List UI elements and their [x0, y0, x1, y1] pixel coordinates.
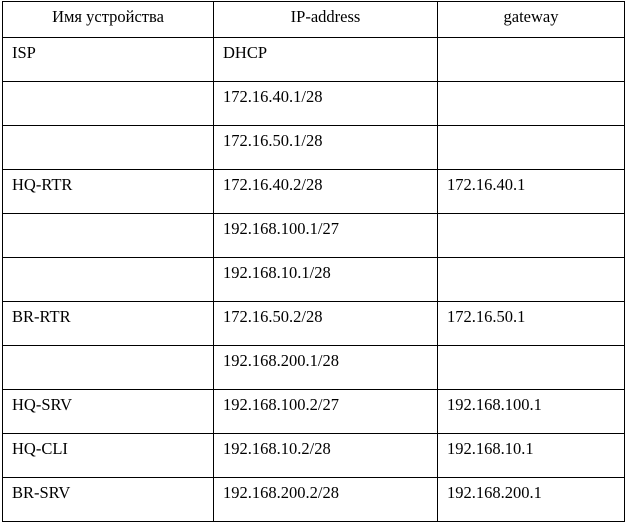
cell-gateway: [437, 213, 625, 258]
column-header-ip: IP-address: [213, 1, 438, 38]
table-row: 192.168.200.1/28: [2, 345, 625, 390]
cell-ip: 172.16.40.1/28: [213, 81, 438, 126]
cell-gateway: [437, 345, 625, 390]
cell-device: BR-RTR: [2, 301, 214, 346]
cell-ip: 192.168.10.1/28: [213, 257, 438, 302]
table-header-row: Имя устройства IP-address gateway: [2, 1, 625, 38]
cell-ip: 172.16.50.2/28: [213, 301, 438, 346]
table-row: ISP DHCP: [2, 37, 625, 82]
cell-gateway: 172.16.40.1: [437, 169, 625, 214]
cell-device: HQ-RTR: [2, 169, 214, 214]
cell-ip: 192.168.10.2/28: [213, 433, 438, 478]
table-row: HQ-SRV 192.168.100.2/27 192.168.100.1: [2, 389, 625, 434]
cell-device: [2, 81, 214, 126]
cell-ip: 172.16.50.1/28: [213, 125, 438, 170]
page-canvas: Имя устройства IP-address gateway ISP DHC…: [2, 1, 625, 522]
cell-device: HQ-SRV: [2, 389, 214, 434]
cell-gateway: [437, 125, 625, 170]
table-body: ISP DHCP 172.16.40.1/28 172.16.50.1/28 HQ-RT…: [2, 37, 625, 522]
table-row: 192.168.10.1/28: [2, 257, 625, 302]
column-header-gateway: gateway: [437, 1, 625, 38]
cell-ip: 172.16.40.2/28: [213, 169, 438, 214]
cell-ip: 192.168.100.2/27: [213, 389, 438, 434]
cell-gateway: 192.168.200.1: [437, 477, 625, 522]
cell-device: ISP: [2, 37, 214, 82]
cell-gateway: 192.168.10.1: [437, 433, 625, 478]
table-header: Имя устройства IP-address gateway: [2, 1, 625, 38]
cell-gateway: 172.16.50.1: [437, 301, 625, 346]
table-row: 192.168.100.1/27: [2, 213, 625, 258]
cell-device: HQ-CLI: [2, 433, 214, 478]
cell-gateway: 192.168.100.1: [437, 389, 625, 434]
cell-device: BR-SRV: [2, 477, 214, 522]
table-row: HQ-RTR 172.16.40.2/28 172.16.40.1: [2, 169, 625, 214]
column-header-device: Имя устройства: [2, 1, 214, 38]
addressing-table: Имя устройства IP-address gateway ISP DHC…: [2, 1, 625, 522]
table-row: 172.16.50.1/28: [2, 125, 625, 170]
cell-gateway: [437, 81, 625, 126]
cell-device: [2, 125, 214, 170]
cell-device: [2, 345, 214, 390]
table-row: HQ-CLI 192.168.10.2/28 192.168.10.1: [2, 433, 625, 478]
cell-ip: 192.168.200.1/28: [213, 345, 438, 390]
table-row: 172.16.40.1/28: [2, 81, 625, 126]
cell-gateway: [437, 257, 625, 302]
cell-ip: 192.168.200.2/28: [213, 477, 438, 522]
table-row: BR-RTR 172.16.50.2/28 172.16.50.1: [2, 301, 625, 346]
table-row: BR-SRV 192.168.200.2/28 192.168.200.1: [2, 477, 625, 522]
cell-device: [2, 257, 214, 302]
cell-ip: 192.168.100.1/27: [213, 213, 438, 258]
cell-device: [2, 213, 214, 258]
cell-gateway: [437, 37, 625, 82]
cell-ip: DHCP: [213, 37, 438, 82]
